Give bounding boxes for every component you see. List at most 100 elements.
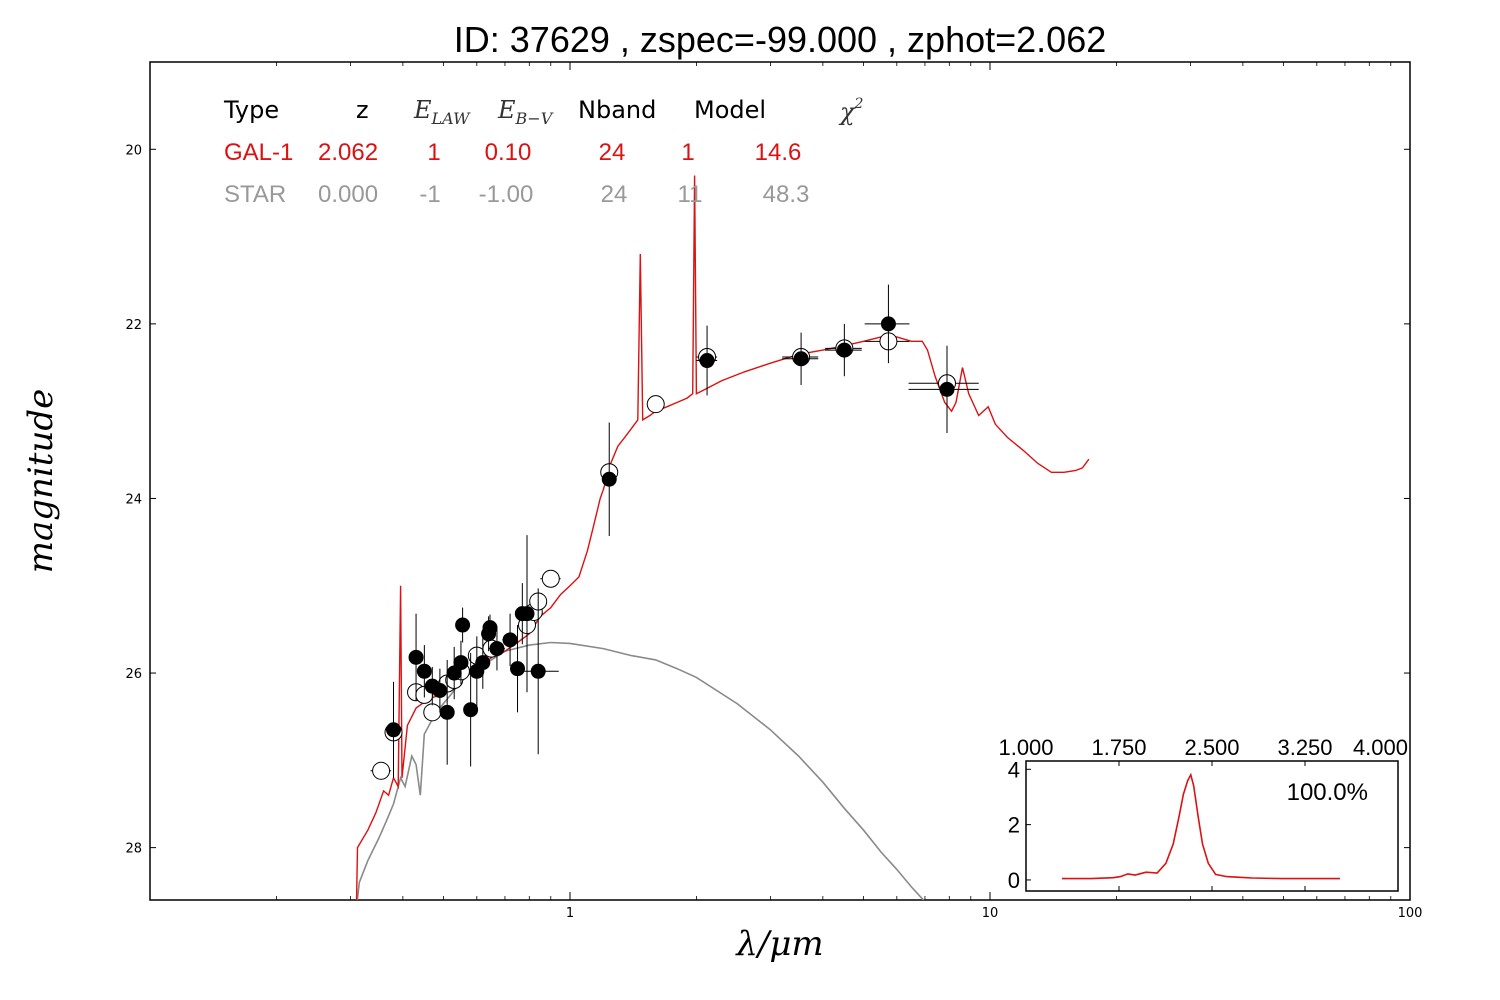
model-point-marker: [541, 569, 560, 588]
y-tick-label: 24: [125, 492, 142, 507]
model-point: [423, 703, 442, 722]
y-tick-label: 26: [125, 667, 142, 682]
model-point: [646, 395, 665, 414]
observed-point: [439, 659, 455, 765]
observed-point-marker: [502, 632, 518, 648]
observed-point-marker: [463, 702, 479, 718]
observed-point-marker: [519, 606, 535, 622]
model-point-marker: [372, 761, 391, 780]
observed-point: [386, 681, 402, 778]
chart-title: ID: 37629 , zspec=-99.000 , zphot=2.062: [454, 19, 1106, 60]
fit-table-row-star: STAR 0.000 -1 -1.00 24 11 48.3: [224, 181, 809, 208]
x-axis-label: λ/μm: [734, 924, 823, 964]
inset-y-tick-label: 2: [1008, 813, 1020, 838]
header-chi2: χ2: [838, 96, 864, 126]
inset-x-tick-label: 1.750: [1091, 735, 1146, 760]
gal-e-bv: 0.10: [485, 139, 532, 166]
gal-e-law: 1: [427, 139, 440, 166]
observed-point-marker: [408, 649, 424, 665]
observed-point: [864, 284, 910, 364]
x-tick-label: 10: [982, 906, 999, 921]
star-type: STAR: [224, 181, 286, 208]
observed-point: [432, 668, 448, 713]
observed-point-marker: [601, 471, 617, 487]
observed-point-marker: [386, 722, 402, 738]
observed-point-marker: [475, 655, 491, 671]
fit-table-row-galaxy: GAL-1 2.062 1 0.10 24 1 14.6: [224, 139, 801, 166]
observed-point: [475, 636, 491, 689]
observed-point: [601, 422, 617, 536]
inset-x-tick-label: 4.000: [1353, 735, 1408, 760]
observed-point: [488, 626, 505, 671]
plot-frame: [149, 61, 1411, 901]
observed-point-marker: [439, 704, 455, 720]
observed-point-marker: [455, 617, 471, 633]
star-e-bv: -1.00: [479, 181, 534, 208]
inset-annotation: 100.0%: [1287, 779, 1368, 806]
model-point-marker: [646, 395, 665, 414]
inset-series: [1062, 772, 1340, 880]
observed-point-marker: [416, 663, 432, 679]
pdz-curve: [1062, 772, 1340, 880]
y-axis-label: magnitude: [21, 389, 61, 574]
header-nband: Nband: [578, 96, 656, 124]
inset-y-tick-label: 0: [1008, 868, 1020, 893]
observed-point-marker: [793, 351, 809, 367]
model-point: [370, 761, 392, 780]
observed-point: [519, 535, 535, 693]
observed-point-marker: [699, 353, 715, 369]
star-z: 0.000: [318, 181, 378, 208]
observed-point-marker: [510, 661, 526, 677]
y-tick-label: 20: [125, 143, 142, 158]
star-nband: 24: [601, 181, 628, 208]
inset-x-tick-label: 2.500: [1184, 735, 1239, 760]
header-e-bv: EB−V: [497, 96, 554, 128]
gal-chi2: 14.6: [755, 139, 802, 166]
observed-point-marker: [836, 342, 852, 358]
pdz-inset: 1.000 1.750 2.500 3.250 4.000 4 2 0 100.0%: [998, 735, 1408, 893]
model-point-marker: [423, 703, 442, 722]
inset-axis-ticks: 1.000 1.750 2.500 3.250 4.000 4 2 0: [998, 735, 1408, 893]
observed-point-marker: [453, 655, 469, 671]
observed-point: [908, 345, 979, 433]
observed-point: [453, 640, 469, 685]
star-chi2: 48.3: [763, 181, 810, 208]
gal-model: 1: [681, 139, 694, 166]
y-tick-label: 22: [125, 318, 142, 333]
observed-point-marker: [939, 381, 955, 397]
observed-point-marker: [482, 620, 498, 636]
header-type: Type: [223, 96, 279, 124]
model-point: [864, 332, 910, 351]
star-e-law: -1: [419, 181, 440, 208]
galaxy-template-line: [355, 175, 1090, 900]
observed-point: [416, 645, 432, 698]
gal-type: GAL-1: [224, 139, 293, 166]
observed-point-marker: [432, 683, 448, 698]
observed-point: [455, 607, 471, 643]
observed-point: [510, 625, 526, 713]
observed-point: [825, 323, 862, 377]
fit-table: Type z ELAW EB−V Nband Model χ2 GAL-1 2.…: [223, 96, 864, 208]
clipped-series: [355, 175, 1090, 900]
gal-nband: 24: [599, 139, 626, 166]
observed-point: [782, 332, 819, 385]
star-model: 11: [678, 181, 703, 208]
header-model: Model: [694, 96, 766, 124]
inset-x-tick-label: 3.250: [1277, 735, 1332, 760]
main-plot-series: [355, 175, 1090, 900]
observed-point-marker: [530, 663, 546, 679]
observed-point: [469, 636, 485, 707]
header-z: z: [356, 96, 369, 124]
observed-point: [502, 613, 518, 667]
inset-x-tick-label: 1.000: [998, 735, 1053, 760]
fit-table-header: Type z ELAW EB−V Nband Model χ2: [223, 96, 864, 128]
x-tick-label: 1: [566, 906, 574, 921]
header-e-law: ELAW: [413, 96, 471, 128]
x-tick-label: 100: [1398, 906, 1423, 921]
observed-point: [515, 588, 559, 755]
observed-point: [696, 325, 718, 396]
observed-point-marker: [489, 641, 505, 657]
inset-y-tick-label: 4: [1008, 757, 1020, 782]
